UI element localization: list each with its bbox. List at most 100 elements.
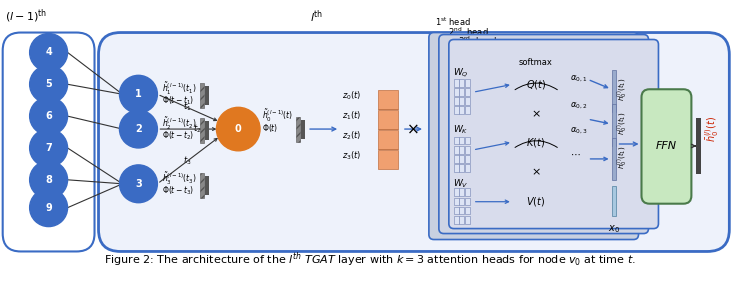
Text: $t_1$: $t_1$	[183, 101, 192, 113]
Text: $(l-1)^{\rm th}$: $(l-1)^{\rm th}$	[4, 7, 47, 25]
FancyBboxPatch shape	[429, 33, 639, 239]
Text: $\tilde{h}_2^{(l-1)}(t_2)$: $\tilde{h}_2^{(l-1)}(t_2)$	[162, 116, 197, 132]
Bar	[454, 188, 459, 196]
Text: 1: 1	[135, 89, 142, 99]
Bar	[460, 216, 464, 224]
Circle shape	[30, 97, 67, 135]
Text: 7: 7	[45, 143, 52, 153]
Text: $\tilde{h}_1^{(l-1)}(t_1)$: $\tilde{h}_1^{(l-1)}(t_1)$	[162, 81, 197, 97]
Bar	[454, 197, 459, 205]
Text: 3: 3	[135, 179, 142, 189]
Text: $\alpha_{0,1}$: $\alpha_{0,1}$	[570, 74, 587, 84]
Bar	[460, 188, 464, 196]
Bar	[454, 97, 459, 105]
Text: $W_V$: $W_V$	[453, 178, 468, 190]
FancyBboxPatch shape	[98, 33, 730, 251]
Bar	[454, 137, 459, 144]
Text: $z_3(t)$: $z_3(t)$	[342, 150, 362, 162]
Bar	[465, 188, 470, 196]
Text: $\cdots$: $\cdots$	[570, 149, 580, 159]
Text: softmax: softmax	[519, 58, 553, 67]
Bar	[460, 164, 464, 172]
Bar	[611, 186, 616, 216]
Text: $h_0^{(l)}(t_1)$: $h_0^{(l)}(t_1)$	[616, 78, 630, 101]
Text: $Q(t)$: $Q(t)$	[525, 78, 546, 91]
Bar	[454, 216, 459, 224]
Bar	[454, 164, 459, 172]
Bar	[465, 155, 470, 163]
Circle shape	[30, 129, 67, 167]
Bar	[454, 106, 459, 114]
Text: 8: 8	[45, 175, 52, 185]
Text: $1^{\rm st}$ head: $1^{\rm st}$ head	[435, 15, 471, 28]
Text: $K(t)$: $K(t)$	[526, 135, 545, 149]
Bar	[465, 97, 470, 105]
Text: $W_Q$: $W_Q$	[453, 66, 468, 79]
Bar	[465, 146, 470, 154]
Bar	[460, 146, 464, 154]
Bar	[465, 137, 470, 144]
Circle shape	[30, 189, 67, 227]
Text: 6: 6	[45, 111, 52, 121]
FancyBboxPatch shape	[642, 89, 691, 204]
Bar	[460, 97, 464, 105]
Bar	[460, 155, 464, 163]
Bar	[454, 79, 459, 87]
Text: $\times$: $\times$	[531, 167, 541, 177]
Bar	[205, 121, 209, 140]
Text: $z_0(t)$: $z_0(t)$	[342, 90, 362, 103]
Bar	[454, 88, 459, 96]
Text: $\Phi(t-t_2)$: $\Phi(t-t_2)$	[162, 130, 195, 142]
Text: $\Phi(t-t_1)$: $\Phi(t-t_1)$	[162, 95, 195, 107]
Bar	[454, 207, 459, 214]
Bar	[200, 83, 204, 108]
Bar	[696, 118, 702, 174]
Bar	[200, 118, 204, 143]
Bar	[460, 79, 464, 87]
Circle shape	[30, 65, 67, 103]
Bar	[378, 110, 398, 129]
Text: $z_1(t)$: $z_1(t)$	[342, 110, 362, 122]
Bar	[460, 137, 464, 144]
Bar	[205, 86, 209, 105]
Bar	[465, 79, 470, 87]
Bar	[300, 120, 305, 139]
Text: $\times$: $\times$	[531, 109, 541, 119]
Text: $z_2(t)$: $z_2(t)$	[342, 130, 362, 142]
Bar	[460, 197, 464, 205]
Bar	[454, 146, 459, 154]
Text: $\alpha_{0,3}$: $\alpha_{0,3}$	[570, 126, 588, 136]
Bar	[378, 130, 398, 149]
Bar	[460, 88, 464, 96]
Circle shape	[30, 34, 67, 71]
Text: $t_2$: $t_2$	[193, 123, 201, 135]
Text: 9: 9	[45, 203, 52, 213]
Bar	[465, 216, 470, 224]
Bar	[611, 104, 616, 146]
FancyBboxPatch shape	[439, 35, 648, 233]
Bar	[378, 90, 398, 109]
Bar	[611, 138, 616, 180]
Circle shape	[30, 161, 67, 199]
Text: $\alpha_{0,2}$: $\alpha_{0,2}$	[570, 101, 587, 111]
Text: $3^{\rm rd}$  head: $3^{\rm rd}$ head	[458, 35, 497, 47]
FancyBboxPatch shape	[3, 33, 95, 251]
Bar	[296, 117, 300, 142]
Text: $t_3$: $t_3$	[183, 155, 192, 167]
Text: $2^{\rm nd}$  head: $2^{\rm nd}$ head	[448, 25, 488, 37]
Bar	[378, 150, 398, 169]
Text: $V(t)$: $V(t)$	[526, 195, 545, 208]
Text: $\tilde{h}_3^{(l-1)}(t_3)$: $\tilde{h}_3^{(l-1)}(t_3)$	[162, 171, 197, 187]
Text: $\bar{h}_0^{(l)}(t)$: $\bar{h}_0^{(l)}(t)$	[704, 116, 722, 142]
Bar	[465, 197, 470, 205]
Bar	[465, 106, 470, 114]
Text: 5: 5	[45, 79, 52, 89]
Text: 4: 4	[45, 47, 52, 57]
Bar	[454, 155, 459, 163]
Text: FFN: FFN	[656, 141, 677, 151]
Bar	[465, 164, 470, 172]
Circle shape	[119, 165, 158, 203]
Text: $W_K$: $W_K$	[453, 124, 468, 136]
Text: 0: 0	[235, 124, 242, 134]
Bar	[460, 106, 464, 114]
